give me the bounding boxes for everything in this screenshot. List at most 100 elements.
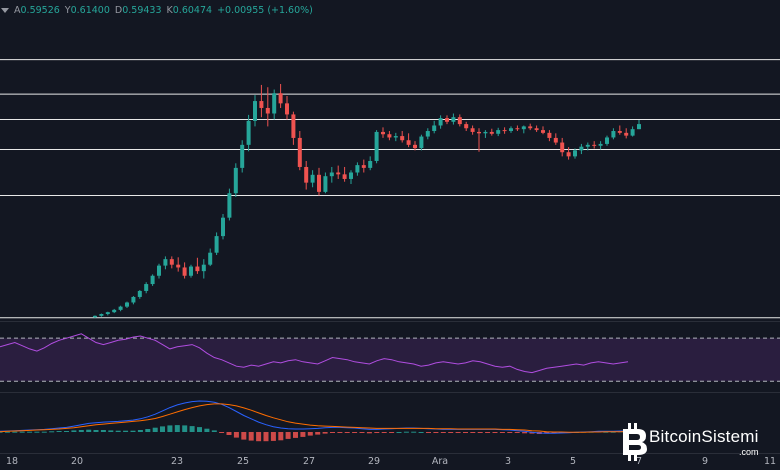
candle-up	[323, 176, 328, 192]
candle-up	[579, 146, 584, 151]
macd-histogram-bar	[455, 432, 461, 433]
macd-histogram-bar	[396, 432, 402, 433]
watermark-domain: .com	[739, 447, 759, 457]
candle-down	[381, 131, 385, 135]
macd-histogram-bar	[78, 430, 84, 432]
x-tick: 23	[170, 456, 184, 467]
candle-down	[624, 132, 629, 136]
macd-histogram-bar	[167, 425, 173, 432]
candle-up	[419, 136, 424, 149]
time-axis: 18 20 23 25 27 29 Ara 3 5 7 9 11	[0, 454, 780, 470]
candle-down	[592, 144, 597, 146]
candle-up	[496, 130, 501, 134]
x-tick: 27	[302, 456, 316, 467]
candle-down	[182, 267, 187, 276]
macd-histogram-bar	[514, 432, 520, 433]
candle-up	[137, 290, 142, 297]
candle-up	[605, 137, 609, 144]
x-tick: 25	[236, 456, 250, 467]
macd-histogram-bar	[19, 431, 25, 433]
macd-histogram-bar	[263, 432, 269, 442]
candle-down	[361, 165, 366, 168]
candle-up	[253, 101, 257, 121]
macd-histogram-bar	[123, 430, 129, 432]
open-value: 0.59526	[20, 4, 60, 16]
candle-up	[509, 128, 513, 132]
candle-down	[176, 264, 181, 268]
candle-down	[304, 166, 309, 183]
candlesticks	[93, 84, 641, 319]
macd-line	[0, 400, 628, 434]
candle-up	[125, 302, 129, 307]
candle-up	[438, 118, 443, 126]
macd-histogram-bar	[551, 432, 557, 434]
candle-up	[221, 217, 225, 237]
candle-up	[208, 252, 213, 265]
macd-histogram-bar	[256, 432, 262, 442]
candle-up	[233, 167, 238, 194]
macd-histogram-bar	[352, 432, 358, 433]
x-tick: 11	[763, 456, 777, 467]
candle-down	[541, 130, 545, 133]
candle-up	[611, 131, 616, 138]
candle-up	[189, 266, 193, 276]
candle-down	[477, 131, 481, 134]
candle-up	[585, 144, 590, 147]
macd-histogram-bar	[64, 431, 69, 432]
macd-histogram-bar	[137, 430, 143, 432]
macd-histogram-bar	[93, 430, 99, 432]
candle-down	[464, 124, 469, 129]
candle-up	[93, 315, 97, 318]
candle-up	[521, 126, 526, 130]
macd-histogram-bar	[366, 432, 372, 434]
candle-up	[150, 275, 155, 285]
macd-histogram-bar	[522, 432, 528, 434]
macd-histogram-bar	[440, 432, 446, 433]
candle-up	[163, 259, 168, 266]
macd-histogram-bar	[115, 430, 121, 432]
candle-down	[470, 128, 475, 132]
collapse-caret-icon[interactable]	[1, 7, 9, 13]
candle-up	[598, 143, 603, 146]
watermark-brand: BitcoinSistemi	[649, 427, 759, 446]
macd-histogram-bar	[71, 430, 77, 432]
macd-histogram-bar	[418, 432, 424, 433]
macd-histogram-bar	[411, 431, 417, 433]
candle-up	[99, 314, 104, 316]
macd-histogram-bar	[300, 432, 306, 437]
x-tick: 20	[70, 456, 84, 467]
watermark-logo: BitcoinSistemi .com	[617, 420, 777, 466]
candle-up	[483, 131, 488, 134]
close-value: 0.60474	[172, 4, 213, 16]
macd-histogram-bar	[100, 430, 106, 432]
candle-down	[547, 132, 552, 138]
macd-histogram-bar	[248, 432, 254, 441]
candle-up	[355, 165, 360, 173]
macd-histogram-bar	[34, 431, 40, 433]
macd-histogram-bar	[507, 432, 513, 433]
macd-histogram-bar	[204, 428, 210, 432]
candle-up	[201, 264, 206, 272]
low-label: D	[114, 4, 123, 16]
macd-histogram-bar	[359, 432, 365, 433]
horizontal-levels	[0, 59, 780, 319]
candle-up	[157, 265, 161, 276]
candle-up	[393, 136, 398, 138]
candle-down	[413, 144, 417, 149]
macd-histogram-bar	[0, 431, 3, 433]
macd-histogram-bar	[4, 431, 10, 433]
macd-histogram-bar	[315, 432, 321, 435]
macd-histogram-bar	[485, 432, 491, 433]
macd-histogram-bar	[12, 431, 18, 433]
macd-histogram-bar	[197, 427, 202, 432]
candle-down	[617, 131, 622, 133]
high-label: Y	[64, 4, 71, 16]
candle-up	[637, 124, 641, 130]
candle-down	[169, 259, 174, 265]
bitcoin-logo-icon	[623, 423, 647, 461]
candle-down	[342, 174, 347, 179]
change-value: +0.00955 (+1.60%)	[217, 4, 313, 16]
x-tick: Ara	[431, 456, 449, 467]
x-tick: 18	[5, 456, 19, 467]
